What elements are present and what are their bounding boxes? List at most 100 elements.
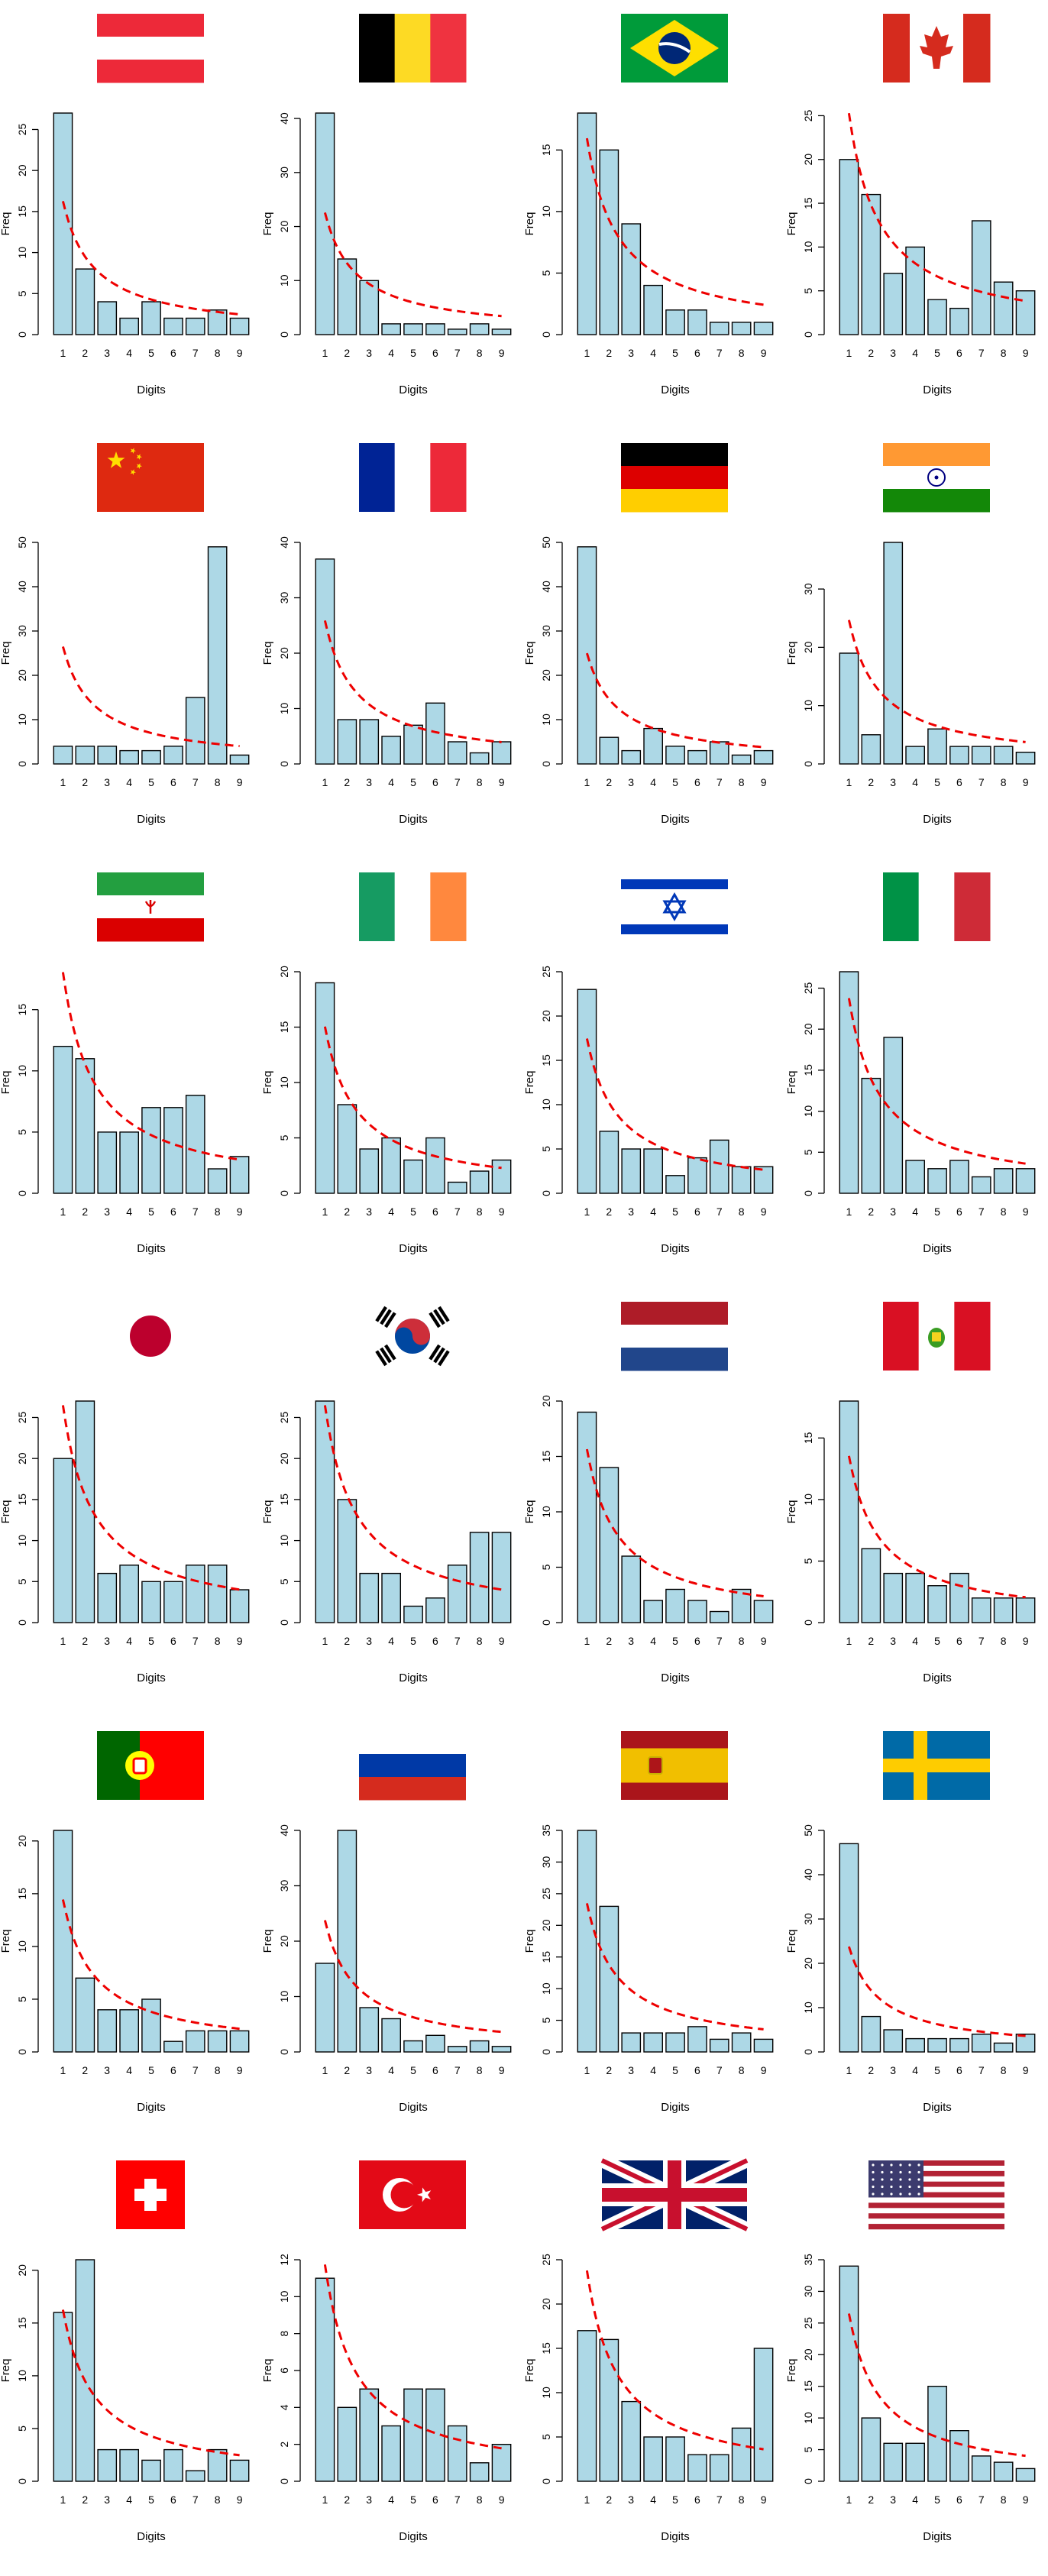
y-tick-label: 20 bbox=[802, 641, 814, 653]
x-tick-label: 4 bbox=[912, 2064, 918, 2076]
bar-digit-7 bbox=[971, 1176, 991, 1194]
bar-digit-2 bbox=[337, 719, 357, 765]
y-tick-label: 20 bbox=[540, 669, 552, 681]
y-tick-label: 15 bbox=[540, 1054, 552, 1066]
bar-digit-8 bbox=[469, 1532, 490, 1623]
x-tick-label: 7 bbox=[454, 776, 461, 788]
y-tick-label: 30 bbox=[278, 592, 290, 604]
y-tick-label: 20 bbox=[16, 1452, 28, 1464]
x-tick-label: 5 bbox=[672, 776, 678, 788]
y-tick-label: 15 bbox=[802, 1432, 814, 1444]
y-tick-label: 15 bbox=[540, 1451, 552, 1463]
bar-digit-7 bbox=[447, 2425, 467, 2482]
bar-digit-1 bbox=[839, 159, 859, 335]
chart-panel-israel: 0 5 10 15 20 25 1 2 3 4 5 6 7 8 9 Digits Freq bbox=[524, 859, 786, 1288]
y-tick-label: 10 bbox=[540, 1099, 552, 1111]
y-tick-label: 10 bbox=[278, 274, 290, 286]
x-tick-label: 1 bbox=[846, 347, 852, 359]
y-tick-label: 25 bbox=[278, 1411, 290, 1423]
x-tick-label: 5 bbox=[148, 2493, 154, 2506]
y-tick-label: 30 bbox=[16, 625, 28, 637]
bar-digit-4 bbox=[381, 1137, 401, 1194]
benford-curve bbox=[323, 212, 502, 318]
x-tick-label: 2 bbox=[82, 1205, 88, 1218]
benford-curve bbox=[323, 2264, 502, 2450]
x-tick-label: 6 bbox=[432, 2493, 438, 2506]
y-tick-label: 5 bbox=[540, 2017, 552, 2023]
x-tick-label: 7 bbox=[716, 1635, 723, 1647]
x-axis-label: Digits bbox=[399, 1242, 428, 1255]
bar-digit-7 bbox=[709, 2038, 729, 2053]
chart-panel-austria: 0 5 10 15 20 25 1 2 3 4 5 6 7 8 9 Digits Freq bbox=[0, 0, 262, 429]
y-axis-label: Freq bbox=[524, 1930, 536, 1953]
y-tick-label: 10 bbox=[540, 1506, 552, 1518]
bar-chart-italy: 0 5 10 15 20 25 1 2 3 4 5 6 7 8 9 Digits Freq bbox=[786, 872, 1036, 1255]
x-tick-label: 6 bbox=[694, 776, 700, 788]
x-tick-label: 8 bbox=[1001, 2493, 1007, 2506]
bar-digit-5 bbox=[403, 1605, 423, 1623]
x-tick-label: 9 bbox=[761, 1635, 767, 1647]
x-tick-label: 5 bbox=[148, 776, 154, 788]
x-tick-label: 5 bbox=[934, 1635, 940, 1647]
chart-panel-india: 0 10 20 30 1 2 3 4 5 6 7 8 9 Digits Freq bbox=[786, 429, 1048, 859]
bar-digit-5 bbox=[403, 724, 423, 765]
y-tick-label: 0 bbox=[540, 2478, 552, 2484]
bar-digit-6 bbox=[425, 1137, 445, 1194]
bar-digit-3 bbox=[97, 746, 118, 765]
x-tick-label: 2 bbox=[82, 2493, 88, 2506]
benford-curve bbox=[61, 201, 240, 316]
x-axis-label: Digits bbox=[399, 383, 428, 396]
bar-digit-1 bbox=[53, 1458, 73, 1623]
bar-digit-5 bbox=[141, 1107, 161, 1194]
x-tick-label: 6 bbox=[956, 347, 962, 359]
y-tick-label: 10 bbox=[540, 1982, 552, 1995]
bar-digit-2 bbox=[75, 268, 95, 335]
bar-digit-5 bbox=[927, 728, 947, 765]
y-tick-label: 20 bbox=[802, 1023, 814, 1035]
y-axis-label: Freq bbox=[786, 1500, 798, 1524]
y-tick-label: 20 bbox=[278, 1935, 290, 1947]
bar-digit-1 bbox=[577, 2330, 597, 2482]
bar-digit-8 bbox=[993, 281, 1014, 335]
flag-india bbox=[883, 443, 990, 513]
x-tick-label: 4 bbox=[126, 1205, 132, 1218]
bar-digit-1 bbox=[577, 989, 597, 1194]
bar-digit-3 bbox=[97, 1572, 118, 1623]
chart-panel-netherlands: 0 5 10 15 20 1 2 3 4 5 6 7 8 9 Digits Freq bbox=[524, 1288, 786, 1717]
bar-digit-3 bbox=[97, 1131, 118, 1194]
x-tick-label: 9 bbox=[237, 2064, 243, 2076]
x-tick-label: 3 bbox=[104, 347, 110, 359]
flag-peru bbox=[883, 1302, 991, 1371]
x-tick-label: 6 bbox=[956, 1205, 962, 1218]
x-tick-label: 6 bbox=[956, 1635, 962, 1647]
x-tick-label: 8 bbox=[1001, 776, 1007, 788]
y-tick-label: 40 bbox=[802, 1869, 814, 1881]
x-tick-label: 1 bbox=[584, 776, 590, 788]
x-tick-label: 2 bbox=[868, 347, 874, 359]
bar-digit-3 bbox=[359, 2007, 380, 2053]
flag-austria bbox=[97, 14, 204, 83]
y-tick-label: 40 bbox=[278, 1824, 290, 1837]
x-axis-label: Digits bbox=[137, 2530, 166, 2543]
y-tick-label: 15 bbox=[540, 1951, 552, 1963]
x-tick-label: 6 bbox=[694, 1635, 700, 1647]
bar-digit-4 bbox=[643, 727, 663, 765]
bar-chart-portugal: 0 5 10 15 20 1 2 3 4 5 6 7 8 9 Digits Freq bbox=[0, 1731, 250, 2114]
bar-digit-8 bbox=[469, 1170, 490, 1194]
y-axis-label: Freq bbox=[524, 642, 536, 665]
y-tick-label: 10 bbox=[278, 1535, 290, 1547]
bar-digit-4 bbox=[905, 1572, 925, 1623]
chart-panel-united-states: 0 5 10 15 20 25 30 35 1 2 3 4 5 6 7 8 9 Digits Freq bbox=[786, 2147, 1048, 2576]
x-tick-label: 4 bbox=[126, 2064, 132, 2076]
y-tick-label: 40 bbox=[540, 581, 552, 593]
bar-digit-1 bbox=[839, 652, 859, 765]
x-tick-label: 9 bbox=[237, 1635, 243, 1647]
bar-chart-iran: 0 5 10 15 1 2 3 4 5 6 7 8 9 Digits Freq bbox=[0, 872, 250, 1255]
bar-digit-1 bbox=[53, 1830, 73, 2053]
x-tick-label: 1 bbox=[60, 776, 66, 788]
bar-digit-6 bbox=[163, 317, 183, 335]
x-axis-label: Digits bbox=[399, 2101, 428, 2114]
x-tick-label: 2 bbox=[344, 776, 350, 788]
y-tick-label: 5 bbox=[802, 2446, 814, 2452]
